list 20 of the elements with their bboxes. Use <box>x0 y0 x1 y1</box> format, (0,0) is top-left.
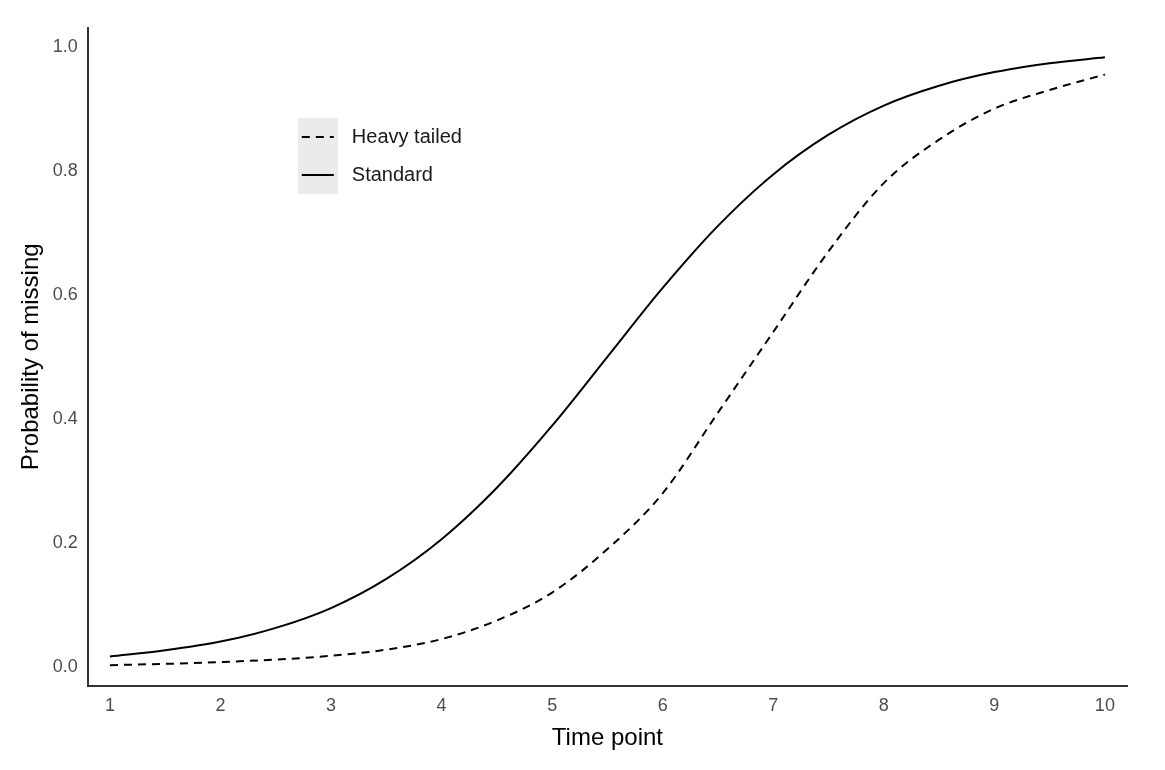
x-tick-label: 8 <box>878 695 889 716</box>
y-tick-label: 0.4 <box>52 407 78 428</box>
y-tick-label: 0.0 <box>52 655 78 676</box>
x-tick-label: 3 <box>326 695 337 716</box>
x-tick-label: 10 <box>1094 695 1115 716</box>
x-tick-label: 9 <box>989 695 1000 716</box>
y-axis-title: Probability of missing <box>16 243 44 471</box>
x-tick-label: 4 <box>436 695 447 716</box>
x-tick-label: 2 <box>215 695 226 716</box>
x-tick-label: 5 <box>547 695 558 716</box>
y-tick-label: 1.0 <box>52 35 78 56</box>
legend-label: Heavy tailed <box>351 124 462 147</box>
x-tick-label: 1 <box>104 695 115 716</box>
y-tick-label: 0.6 <box>52 283 78 304</box>
y-tick-label: 0.8 <box>52 159 78 180</box>
x-tick-label: 7 <box>768 695 779 716</box>
legend-label: Standard <box>351 162 433 185</box>
x-axis-title: Time point <box>551 723 664 751</box>
y-tick-label: 0.2 <box>52 531 78 552</box>
x-tick-label: 6 <box>657 695 668 716</box>
